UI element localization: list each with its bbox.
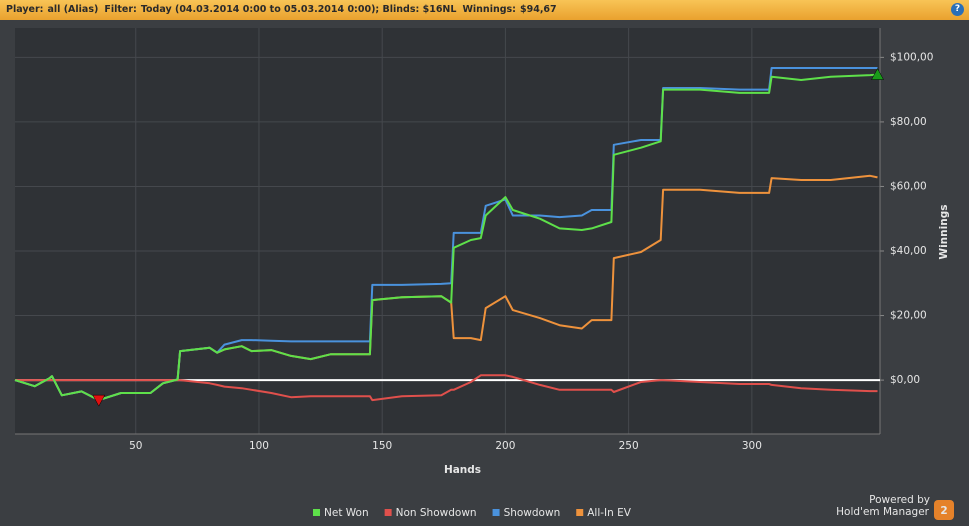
plot-area (15, 28, 880, 434)
x-tick-label: 200 (495, 440, 515, 452)
x-tick-label: 50 (129, 440, 142, 452)
x-tick-label: 300 (742, 440, 762, 452)
header-label: Player: (6, 4, 44, 15)
series-line (14, 73, 878, 402)
x-tick-label: 100 (249, 440, 269, 452)
header-label: Winnings: (462, 4, 516, 15)
y-tick-label: $40,00 (890, 245, 927, 257)
header-value: Today (04.03.2014 0:00 to 05.03.2014 0:0… (140, 4, 457, 15)
x-axis-label: Hands (444, 464, 481, 476)
y-tick-label: $20,00 (890, 310, 927, 322)
branding-version: 2 (940, 505, 947, 517)
header-value: $94,67 (519, 4, 557, 15)
y-tick-label: $100,00 (890, 51, 933, 63)
branding-product: Hold'em Manager (836, 506, 930, 518)
branding-powered: Powered by (869, 494, 930, 506)
y-tick-label: $60,00 (890, 180, 927, 192)
legend-swatch (384, 509, 392, 516)
x-tick-label: 150 (372, 440, 392, 452)
y-tick-label: $80,00 (890, 116, 927, 128)
x-tick-label: 250 (619, 440, 639, 452)
legend: Net Won Non Showdown Showdown All-In EV (313, 507, 632, 519)
header-bar: Player: all (Alias) Filter: Today (04.03.20… (0, 0, 969, 20)
legend-swatch (492, 509, 500, 516)
legend-swatch (313, 509, 320, 516)
help-button[interactable]: ? (951, 3, 964, 16)
legend-label: Showdown (504, 507, 561, 519)
y-tick-label: $0,00 (890, 374, 920, 386)
header-label: Filter: (104, 4, 137, 15)
legend-label: Non Showdown (396, 507, 477, 519)
branding-badge (934, 500, 954, 520)
max-marker (871, 68, 884, 80)
legend-label: Net Won (324, 507, 369, 519)
legend-swatch (576, 509, 584, 516)
series-line (15, 374, 878, 402)
header-value: all (Alias) (47, 4, 99, 15)
min-marker (92, 394, 106, 407)
y-axis-label: Winnings (938, 205, 950, 260)
legend-label: All-In EV (587, 507, 632, 519)
